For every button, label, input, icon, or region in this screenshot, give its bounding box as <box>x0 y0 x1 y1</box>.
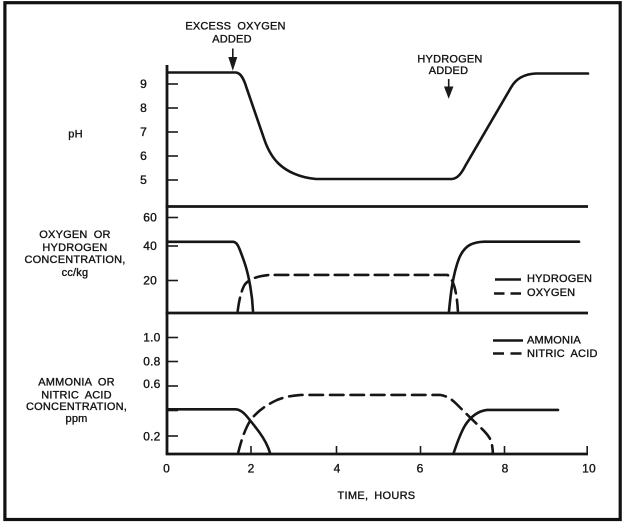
svg-text:6: 6 <box>140 149 147 163</box>
svg-text:HYDROGEN: HYDROGEN <box>417 53 482 65</box>
svg-text:4: 4 <box>334 462 341 476</box>
svg-text:2: 2 <box>248 462 255 476</box>
svg-text:cc/kg: cc/kg <box>62 267 89 279</box>
svg-text:5: 5 <box>140 173 147 187</box>
svg-text:0.2: 0.2 <box>143 430 160 444</box>
svg-text:AMMONIA: AMMONIA <box>527 334 581 346</box>
svg-text:HYDROGEN: HYDROGEN <box>527 273 592 285</box>
svg-text:10: 10 <box>582 462 596 476</box>
svg-text:0.8: 0.8 <box>143 355 160 369</box>
svg-text:0.6: 0.6 <box>143 377 160 391</box>
svg-text:NITRIC ACID: NITRIC ACID <box>41 389 112 401</box>
svg-text:20: 20 <box>143 274 157 288</box>
svg-text:9: 9 <box>140 77 147 91</box>
svg-text:pH: pH <box>68 128 82 140</box>
svg-text:60: 60 <box>143 211 157 225</box>
svg-text:NITRIC ACID: NITRIC ACID <box>527 348 598 360</box>
svg-text:1.0: 1.0 <box>143 331 160 345</box>
svg-text:8: 8 <box>140 101 147 115</box>
svg-text:ADDED: ADDED <box>212 34 252 46</box>
svg-text:ADDED: ADDED <box>429 65 469 77</box>
svg-text:7: 7 <box>140 125 147 139</box>
svg-text:OXYGEN: OXYGEN <box>527 287 575 299</box>
svg-text:OXYGEN OR: OXYGEN OR <box>39 229 110 241</box>
svg-text:HYDROGEN: HYDROGEN <box>42 242 107 254</box>
svg-text:8: 8 <box>502 462 509 476</box>
svg-text:0: 0 <box>163 462 170 476</box>
svg-text:6: 6 <box>417 462 424 476</box>
svg-text:CONCENTRATION,: CONCENTRATION, <box>25 254 126 266</box>
svg-text:ppm: ppm <box>66 413 88 425</box>
svg-text:40: 40 <box>143 239 157 253</box>
svg-text:CONCENTRATION,: CONCENTRATION, <box>26 401 127 413</box>
svg-text:AMMONIA OR: AMMONIA OR <box>38 376 115 388</box>
svg-text:EXCESS OXYGEN: EXCESS OXYGEN <box>185 20 285 32</box>
svg-text:TIME, HOURS: TIME, HOURS <box>338 490 416 502</box>
